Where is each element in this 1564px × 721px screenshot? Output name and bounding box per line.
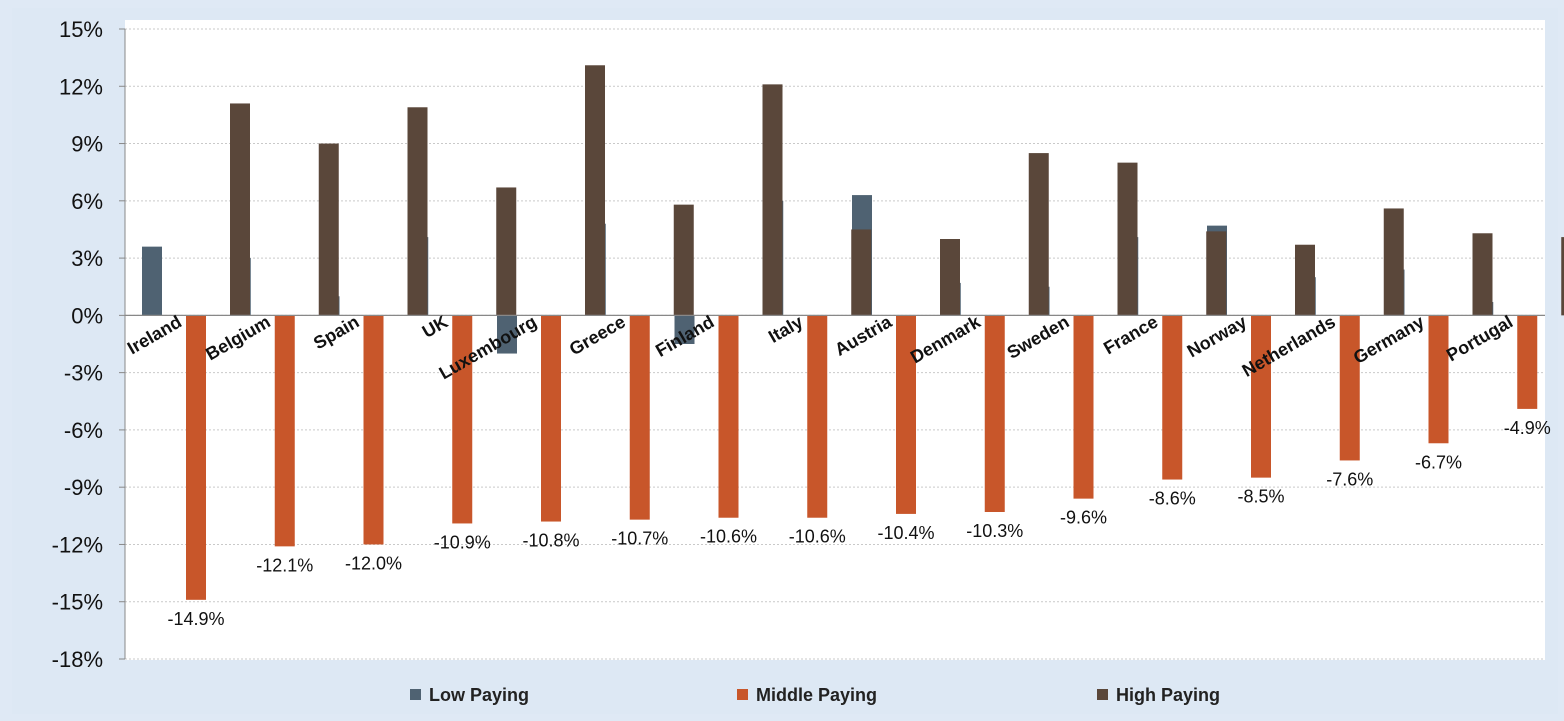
legend-label: High Paying [1116, 685, 1220, 705]
bar-middle-paying [541, 315, 561, 522]
data-label: -10.4% [877, 523, 934, 543]
legend-swatch [737, 689, 748, 700]
bar-middle-paying [1162, 315, 1183, 480]
x-tick-label: Luxembourg [436, 312, 540, 384]
x-tick-label: UK [419, 312, 452, 342]
data-label: -8.5% [1237, 487, 1284, 507]
plot-area [125, 20, 1545, 660]
x-tick-label: Belgium [202, 312, 274, 365]
bar-high-paying [407, 107, 428, 316]
data-label: -10.3% [966, 521, 1023, 541]
data-label: -6.7% [1415, 452, 1462, 472]
y-tick-label: 0% [71, 303, 103, 328]
x-tick-label: Italy [765, 312, 806, 347]
bar-middle-paying [186, 315, 206, 600]
y-tick-label: -15% [52, 590, 103, 615]
bar-middle-paying [1428, 315, 1449, 444]
bar-middle-paying [718, 315, 739, 518]
x-tick-label: Denmark [907, 311, 985, 367]
y-tick-label: 6% [71, 189, 103, 214]
y-tick-label: -18% [52, 647, 103, 672]
bar-middle-paying [896, 315, 916, 514]
bar-low-paying [674, 315, 695, 344]
bar-high-paying [1117, 162, 1138, 316]
bar-low-paying [497, 315, 517, 354]
legend-label: Middle Paying [756, 685, 877, 705]
legend-label: Low Paying [429, 685, 529, 705]
data-label: -9.6% [1060, 508, 1107, 528]
data-label: -10.6% [700, 527, 757, 547]
data-label: -8.6% [1149, 489, 1196, 509]
data-label: -7.6% [1326, 469, 1373, 489]
y-tick-label: -3% [64, 361, 103, 386]
x-tick-label: Sweden [1004, 312, 1073, 363]
bar-middle-paying [274, 315, 295, 547]
bar-high-paying [1472, 233, 1493, 316]
x-tick-label: Germany [1350, 312, 1428, 368]
x-tick-label: France [1100, 312, 1161, 359]
legend-swatch [1097, 689, 1108, 700]
data-label: -10.7% [611, 529, 668, 549]
bar-high-paying [318, 143, 339, 316]
bar-high-paying [1206, 231, 1227, 316]
data-label: -10.9% [434, 532, 491, 552]
bar-middle-paying [807, 315, 828, 518]
data-label: -10.6% [789, 527, 846, 547]
bar-middle-paying [1517, 315, 1538, 409]
bar-high-paying [1383, 208, 1404, 316]
y-tick-label: -12% [52, 532, 103, 557]
bar-middle-paying [1251, 315, 1271, 478]
y-tick-label: 9% [71, 132, 103, 157]
data-label: -14.9% [167, 609, 224, 629]
bar-high-paying [673, 204, 694, 316]
bar-middle-paying [363, 315, 384, 545]
data-label: -10.8% [522, 531, 579, 551]
bar-high-paying [1028, 153, 1049, 316]
y-tick-label: 15% [59, 17, 103, 42]
bar-middle-paying [984, 315, 1005, 512]
legend-swatch [410, 689, 421, 700]
y-tick-label: -6% [64, 418, 103, 443]
x-tick-label: Greece [566, 312, 629, 360]
bar-middle-paying [629, 315, 650, 520]
y-tick-label: 3% [71, 246, 103, 271]
bar-low-paying [142, 246, 162, 316]
data-label: -12.1% [256, 555, 313, 575]
data-label: -4.9% [1504, 418, 1551, 438]
x-tick-label: Austria [831, 311, 896, 360]
y-tick-label: -9% [64, 475, 103, 500]
bar-high-paying [762, 84, 783, 316]
bar-high-paying [1561, 237, 1564, 316]
bar-high-paying [496, 187, 517, 316]
bar-high-paying [585, 65, 605, 316]
x-tick-label: Spain [310, 312, 362, 354]
y-tick-label: 12% [59, 74, 103, 99]
bar-high-paying [940, 239, 960, 316]
x-tick-label: Ireland [124, 312, 185, 359]
bar-middle-paying [452, 315, 473, 524]
data-label: -12.0% [345, 553, 402, 573]
x-tick-label: Portugal [1443, 312, 1516, 366]
bar-middle-paying [1073, 315, 1094, 499]
bar-high-paying [1295, 244, 1315, 316]
bar-high-paying [851, 229, 872, 316]
bar-high-paying [230, 103, 250, 316]
bar-middle-paying [1339, 315, 1360, 461]
x-tick-label: Norway [1184, 312, 1250, 362]
